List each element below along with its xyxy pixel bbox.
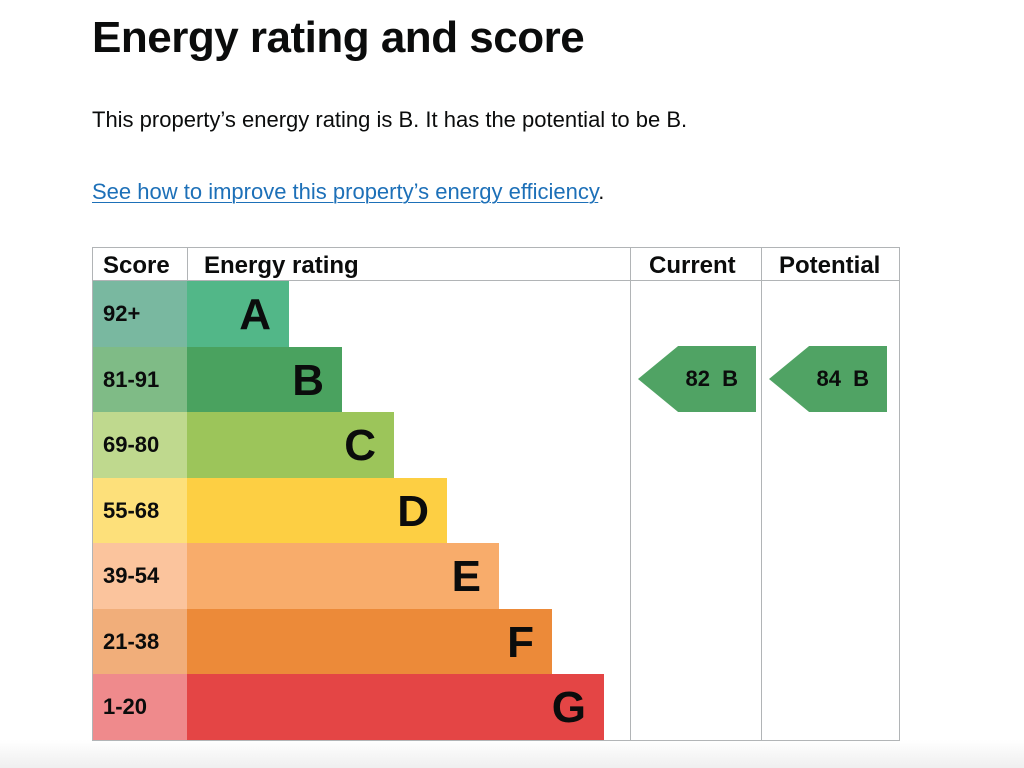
rating-summary: This property’s energy rating is B. It h… (92, 107, 688, 132)
bottom-fade (0, 740, 1024, 768)
score-cell-a: 92+ (93, 281, 187, 347)
score-cell-g: 1-20 (93, 674, 187, 740)
band-bar-e: E (187, 543, 499, 609)
score-cell-d: 55-68 (93, 477, 187, 544)
improve-paragraph: See how to improve this property’s energ… (92, 178, 604, 206)
band-bar-c: C (187, 412, 394, 478)
current-header: Current (649, 252, 736, 279)
potential-header: Potential (779, 252, 881, 279)
score-cell-e: 39-54 (93, 543, 187, 609)
header-divider (93, 280, 899, 281)
improve-suffix: . (598, 179, 605, 204)
current-column-divider (630, 248, 631, 740)
score-cell-b: 81-91 (93, 346, 187, 413)
energy-rating-chart: Score Energy rating Current Potential 92… (92, 247, 900, 741)
band-bar-a: A (187, 281, 289, 347)
current-rating-arrow: 82 B (638, 346, 756, 412)
band-bar-d: D (187, 477, 447, 544)
potential-column-divider (761, 248, 762, 740)
score-cell-c: 69-80 (93, 412, 187, 478)
potential-rating-arrow: 84 B (769, 346, 887, 412)
band-bar-g: G (187, 674, 604, 740)
energy-rating-header: Energy rating (204, 252, 359, 279)
band-bar-b: B (187, 346, 342, 413)
page-title: Energy rating and score (92, 13, 585, 62)
improve-efficiency-link[interactable]: See how to improve this property’s energ… (92, 179, 599, 204)
band-bar-f: F (187, 608, 552, 675)
score-cell-f: 21-38 (93, 608, 187, 675)
score-header: Score (103, 252, 170, 279)
